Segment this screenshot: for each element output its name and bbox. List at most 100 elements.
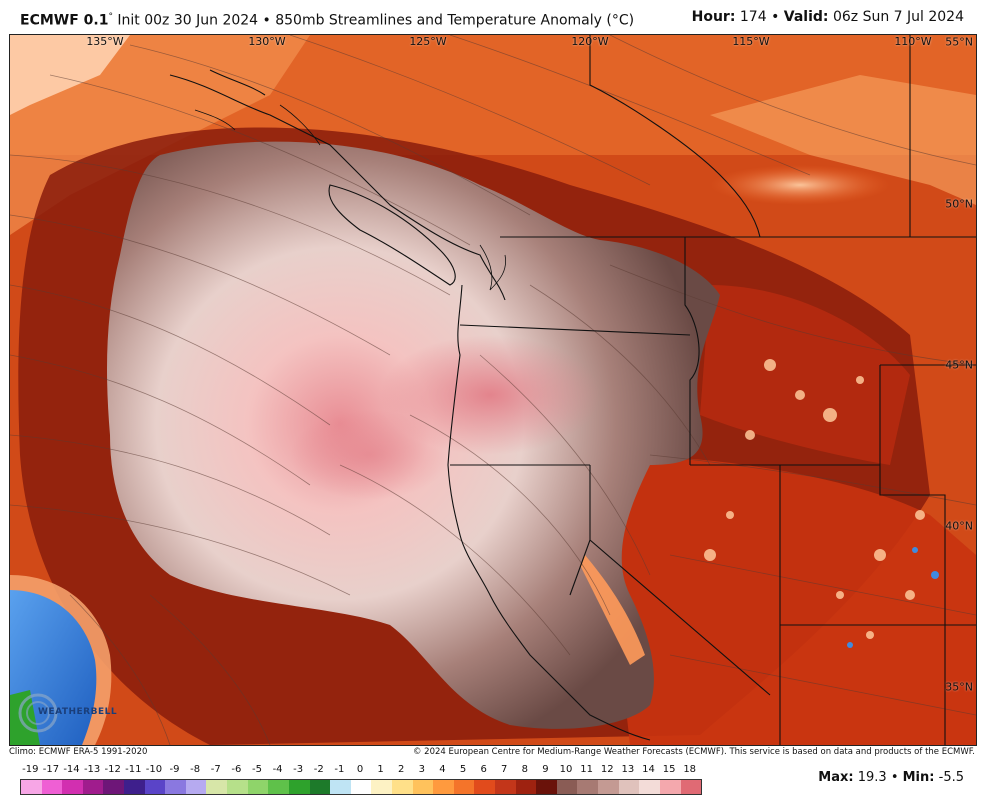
legend-tick-label: 10 — [559, 764, 573, 775]
legend-tick-label: 13 — [621, 764, 635, 775]
temperature-anomaly-map[interactable]: 135°W 130°W 125°W 120°W 115°W 110°W 55°N… — [9, 34, 977, 746]
logo-text: WEATHERBELL — [38, 707, 118, 717]
map-subtitle: Init 00z 30 Jun 2024 • 850mb Streamlines… — [117, 12, 635, 29]
legend-tick-label: 15 — [662, 764, 676, 775]
separator: • — [771, 9, 780, 25]
legend-tick-label: -17 — [42, 764, 60, 775]
legend-swatch — [371, 780, 392, 794]
valid-value: 06z Sun 7 Jul 2024 — [832, 9, 964, 25]
legend-swatch — [680, 780, 702, 794]
legend-tick-label: 0 — [356, 764, 364, 775]
coastlines-borders — [169, 35, 976, 745]
legend-tick-label: -6 — [231, 764, 242, 775]
legend-swatch — [474, 780, 496, 794]
legend-tick-label: 2 — [398, 764, 405, 775]
legend-swatch — [515, 780, 537, 794]
legend-tick-label: 4 — [439, 764, 446, 775]
legend-swatch — [227, 780, 248, 794]
color-legend: -19 -17 -14 -13 -12 -11 -10 -9 -8 -7 -6 -5 -4 -3 -2 -1 0… — [20, 762, 702, 802]
legend-swatch — [124, 780, 145, 794]
legend-swatch — [21, 780, 42, 794]
lat-label-40n: 40°N — [945, 519, 973, 533]
legend-swatch — [350, 780, 372, 794]
legend-tick-label: -10 — [145, 764, 163, 775]
legend-tick-label: -5 — [251, 764, 262, 775]
maxmin-separator: • — [890, 770, 899, 785]
lon-label-130w: 130°W — [248, 35, 286, 48]
max-label: Max: — [818, 770, 854, 785]
min-value: -5.5 — [938, 770, 964, 785]
legend-tick-label: -8 — [190, 764, 201, 775]
map-title: ECMWF 0.1° Init 00z 30 Jun 2024 • 850mb … — [20, 0, 634, 38]
max-min-readout: Max: 19.3 • Min: -5.5 — [818, 770, 964, 785]
legend-swatch — [536, 780, 557, 794]
legend-swatch — [556, 780, 578, 794]
min-label: Min: — [902, 770, 935, 785]
legend-tick-label: -7 — [210, 764, 221, 775]
legend-tick-label: -12 — [104, 764, 121, 775]
heat-speckles — [704, 359, 925, 639]
legend-tick-label: 9 — [542, 764, 549, 775]
weatherbell-logo: WEATHERBELL — [16, 691, 117, 739]
legend-swatch — [577, 780, 599, 794]
legend-tick-label: -14 — [63, 764, 80, 775]
header: ECMWF 0.1° Init 00z 30 Jun 2024 • 850mb … — [0, 0, 984, 34]
legend-swatch — [247, 780, 269, 794]
map-canvas — [10, 35, 976, 745]
lon-label-125w: 125°W — [409, 35, 447, 48]
legend-swatch — [309, 780, 331, 794]
legend-swatch — [41, 780, 63, 794]
hour-label: Hour: — [691, 9, 736, 25]
legend-swatch — [103, 780, 125, 794]
degree-symbol: ° — [108, 12, 113, 22]
hour-value: 174 — [739, 9, 767, 25]
legend-swatch — [453, 780, 475, 794]
valid-time: Hour: 174 • Valid: 06z Sun 7 Jul 2024 — [692, 0, 964, 34]
legend-swatch — [206, 780, 228, 794]
legend-tick-label: -3 — [293, 764, 304, 775]
legend-tick-label: 6 — [480, 764, 487, 775]
legend-swatch — [185, 780, 207, 794]
legend-swatch — [598, 780, 619, 794]
legend-tick-label: 8 — [521, 764, 529, 775]
legend-swatch — [659, 780, 681, 794]
legend-swatch — [391, 780, 413, 794]
legend-tick-label: 3 — [418, 764, 425, 775]
lon-label-135w: 135°W — [86, 35, 124, 48]
legend-tick-label: -1 — [334, 764, 345, 775]
legend-tick-label: 1 — [377, 764, 384, 775]
copyright-credit: © 2024 European Centre for Medium-Range … — [412, 747, 975, 757]
climo-credit: Climo: ECMWF ERA-5 1991-2020 — [9, 747, 148, 757]
legend-tick-label: 14 — [642, 764, 655, 775]
legend-swatch — [62, 780, 83, 794]
legend-swatch — [330, 780, 351, 794]
legend-swatch — [412, 780, 434, 794]
legend-tick-label: -19 — [22, 764, 39, 775]
legend-swatch — [618, 780, 640, 794]
legend-swatch — [268, 780, 289, 794]
legend-tick-label: 5 — [459, 764, 467, 775]
legend-tick-label: -4 — [272, 764, 283, 775]
legend-tick-label: -13 — [83, 764, 101, 775]
legend-swatch — [433, 780, 454, 794]
legend-tick-label: 7 — [501, 764, 508, 775]
cool-speckles — [847, 547, 939, 648]
legend-tick-label: 12 — [600, 764, 614, 775]
credits: Climo: ECMWF ERA-5 1991-2020 © 2024 Euro… — [9, 745, 977, 759]
model-name: ECMWF 0.1 — [20, 12, 109, 29]
lon-label-115w: 115°W — [732, 35, 770, 48]
legend-swatch — [144, 780, 166, 794]
max-value: 19.3 — [857, 770, 887, 785]
streamlines — [10, 35, 976, 745]
lat-label-55n: 55°N — [945, 35, 973, 49]
legend-swatch — [495, 780, 516, 794]
lon-label-110w: 110°W — [894, 35, 932, 48]
legend-tick-label: -9 — [169, 764, 180, 775]
lon-label-120w: 120°W — [571, 35, 609, 48]
legend-tick-label: 11 — [580, 764, 594, 775]
legend-swatch — [288, 780, 310, 794]
lat-label-45n: 45°N — [945, 358, 973, 372]
legend-swatch — [82, 780, 104, 794]
lat-label-50n: 50°N — [945, 197, 973, 211]
lat-label-35n: 35°N — [945, 680, 973, 694]
